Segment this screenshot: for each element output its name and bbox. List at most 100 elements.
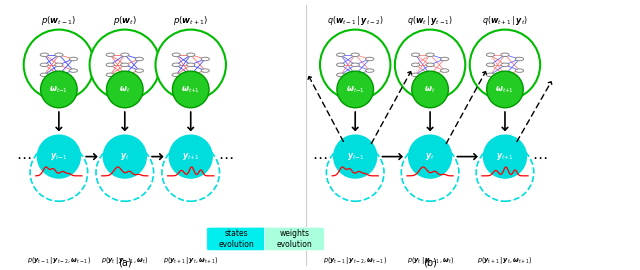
Text: $q(\boldsymbol{w}_{t-1}\,|\,\boldsymbol{y}_{t-2})$: $q(\boldsymbol{w}_{t-1}\,|\,\boldsymbol{…	[327, 14, 383, 27]
Circle shape	[365, 69, 374, 72]
Circle shape	[121, 53, 129, 56]
Circle shape	[121, 63, 129, 66]
Text: $\boldsymbol{\omega}_{t{+}1}$: $\boldsymbol{\omega}_{t{+}1}$	[495, 84, 515, 95]
Circle shape	[55, 63, 63, 66]
Circle shape	[172, 63, 180, 66]
Text: $p(\boldsymbol{y}_{t}\,|\,\boldsymbol{y}_{t-1},\boldsymbol{\omega}_{t})$: $p(\boldsymbol{y}_{t}\,|\,\boldsymbol{y}…	[406, 255, 454, 266]
Circle shape	[135, 69, 143, 72]
Ellipse shape	[38, 136, 80, 178]
Ellipse shape	[470, 30, 540, 100]
Text: $\boldsymbol{y}_{t{-}1}$: $\boldsymbol{y}_{t{-}1}$	[51, 151, 67, 162]
Circle shape	[337, 63, 345, 66]
Circle shape	[440, 69, 449, 72]
Ellipse shape	[162, 144, 220, 201]
Ellipse shape	[90, 30, 160, 100]
Text: $p(\boldsymbol{y}_{t-1}\,|\,\boldsymbol{y}_{t-2},\boldsymbol{\omega}_{t-1})$: $p(\boldsymbol{y}_{t-1}\,|\,\boldsymbol{…	[323, 255, 387, 266]
Circle shape	[351, 53, 359, 56]
Circle shape	[106, 63, 115, 66]
Circle shape	[501, 73, 509, 77]
Ellipse shape	[486, 71, 524, 108]
Circle shape	[337, 53, 345, 56]
Circle shape	[486, 73, 495, 77]
Text: $\boldsymbol{\omega}_{t{+}1}$: $\boldsymbol{\omega}_{t{+}1}$	[181, 84, 200, 95]
Circle shape	[55, 53, 63, 56]
Text: $\boldsymbol{y}_{t}$: $\boldsymbol{y}_{t}$	[120, 151, 130, 162]
Circle shape	[515, 57, 524, 61]
Ellipse shape	[395, 30, 465, 100]
Circle shape	[501, 63, 509, 66]
Ellipse shape	[409, 136, 451, 178]
Text: $p(\boldsymbol{w}_{t})$: $p(\boldsymbol{w}_{t})$	[113, 14, 137, 27]
Circle shape	[440, 57, 449, 61]
Ellipse shape	[401, 144, 459, 201]
Text: $p(\boldsymbol{w}_{t+1})$: $p(\boldsymbol{w}_{t+1})$	[173, 14, 209, 27]
Text: $\boldsymbol{\omega}_{t{-}1}$: $\boldsymbol{\omega}_{t{-}1}$	[49, 84, 68, 95]
Text: $\boldsymbol{\omega}_{t}$: $\boldsymbol{\omega}_{t}$	[119, 84, 131, 95]
Ellipse shape	[337, 71, 374, 108]
Circle shape	[40, 53, 49, 56]
Circle shape	[121, 73, 129, 77]
Circle shape	[426, 73, 434, 77]
Text: $p(\boldsymbol{y}_{t-1}\,|\,\boldsymbol{y}_{t-2},\boldsymbol{\omega}_{t-1})$: $p(\boldsymbol{y}_{t-1}\,|\,\boldsymbol{…	[27, 255, 91, 266]
Text: $\cdots$: $\cdots$	[16, 149, 31, 164]
Text: (b): (b)	[423, 257, 437, 267]
Ellipse shape	[172, 71, 209, 108]
Ellipse shape	[96, 144, 154, 201]
Circle shape	[337, 73, 345, 77]
Circle shape	[201, 69, 209, 72]
Circle shape	[351, 63, 359, 66]
Circle shape	[106, 73, 115, 77]
Circle shape	[426, 53, 434, 56]
Ellipse shape	[104, 136, 146, 178]
Ellipse shape	[156, 30, 226, 100]
Text: $\boldsymbol{y}_{t{+}1}$: $\boldsymbol{y}_{t{+}1}$	[497, 151, 513, 162]
Circle shape	[135, 57, 143, 61]
Ellipse shape	[24, 30, 94, 100]
Circle shape	[412, 73, 420, 77]
Circle shape	[201, 57, 209, 61]
Text: $\boldsymbol{\omega}_{t}$: $\boldsymbol{\omega}_{t}$	[424, 84, 436, 95]
Text: (a): (a)	[118, 257, 132, 267]
Text: $\boldsymbol{y}_{t}$: $\boldsymbol{y}_{t}$	[425, 151, 435, 162]
Circle shape	[40, 63, 49, 66]
Ellipse shape	[334, 136, 376, 178]
Circle shape	[172, 53, 180, 56]
Text: states
evolution: states evolution	[219, 229, 255, 249]
Text: $\cdots$: $\cdots$	[218, 149, 234, 164]
Circle shape	[501, 53, 509, 56]
Text: $q(\boldsymbol{w}_{t}\,|\,\boldsymbol{y}_{t-1})$: $q(\boldsymbol{w}_{t}\,|\,\boldsymbol{y}…	[407, 14, 453, 27]
Circle shape	[69, 57, 77, 61]
Ellipse shape	[476, 144, 534, 201]
Circle shape	[40, 73, 49, 77]
Circle shape	[486, 63, 495, 66]
Circle shape	[351, 73, 359, 77]
Circle shape	[187, 63, 195, 66]
Ellipse shape	[106, 71, 143, 108]
Circle shape	[69, 69, 77, 72]
Ellipse shape	[484, 136, 526, 178]
Text: $p(\boldsymbol{y}_{t+1}\,|\,\boldsymbol{y}_{t},\boldsymbol{\omega}_{t+1})$: $p(\boldsymbol{y}_{t+1}\,|\,\boldsymbol{…	[477, 255, 532, 266]
Circle shape	[187, 53, 195, 56]
Ellipse shape	[30, 144, 88, 201]
Circle shape	[172, 73, 180, 77]
Ellipse shape	[170, 136, 212, 178]
FancyBboxPatch shape	[207, 227, 267, 251]
Circle shape	[412, 63, 420, 66]
Text: $\boldsymbol{y}_{t{+}1}$: $\boldsymbol{y}_{t{+}1}$	[182, 151, 199, 162]
Circle shape	[55, 73, 63, 77]
Text: $\cdots$: $\cdots$	[312, 149, 328, 164]
Ellipse shape	[412, 71, 449, 108]
Ellipse shape	[320, 30, 390, 100]
Text: $\boldsymbol{y}_{t{-}1}$: $\boldsymbol{y}_{t{-}1}$	[347, 151, 364, 162]
Text: $p(\boldsymbol{w}_{t-1})$: $p(\boldsymbol{w}_{t-1})$	[41, 14, 77, 27]
Text: $\boldsymbol{\omega}_{t{-}1}$: $\boldsymbol{\omega}_{t{-}1}$	[346, 84, 365, 95]
Ellipse shape	[326, 144, 384, 201]
Text: $p(\boldsymbol{y}_{t}\,|\,\boldsymbol{y}_{t-1},\boldsymbol{\omega}_{t})$: $p(\boldsymbol{y}_{t}\,|\,\boldsymbol{y}…	[101, 255, 148, 266]
Text: $p(\boldsymbol{y}_{t+1}\,|\,\boldsymbol{y}_{t},\boldsymbol{\omega}_{t+1})$: $p(\boldsymbol{y}_{t+1}\,|\,\boldsymbol{…	[163, 255, 218, 266]
Circle shape	[426, 63, 434, 66]
Circle shape	[486, 53, 495, 56]
Circle shape	[187, 73, 195, 77]
Text: weights
evolution: weights evolution	[276, 229, 312, 249]
Text: $\cdots$: $\cdots$	[532, 149, 548, 164]
Circle shape	[365, 57, 374, 61]
